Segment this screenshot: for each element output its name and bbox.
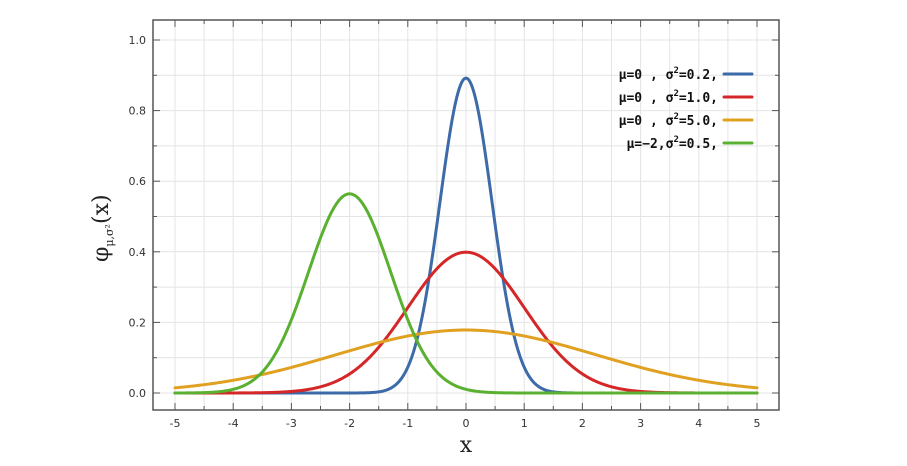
legend-label-tail: =0.2, [679, 68, 718, 83]
x-tick-label: 4 [695, 417, 702, 430]
x-tick-label: 2 [579, 417, 586, 430]
legend-entry-label: μ=0 , σ2=0.2, [619, 66, 718, 83]
legend: μ=0 , σ2=0.2,μ=0 , σ2=1.0,μ=0 , σ2=5.0,μ… [619, 66, 754, 152]
y-axis-label-text: φμ,σ²(x) [89, 194, 116, 262]
y-tick-label: 0.4 [129, 246, 147, 259]
y-tick-label: 1.0 [129, 34, 147, 47]
y-axis-label-subscript: μ,σ² [103, 224, 116, 247]
x-tick-label: 5 [754, 417, 761, 430]
x-tick-label: -2 [344, 417, 355, 430]
legend-entry-label: μ=−2,σ2=0.5, [626, 135, 718, 152]
y-axis-label-main: φ [89, 247, 114, 262]
legend-label-main: μ=0 , σ [619, 68, 674, 83]
legend-entry-label: μ=0 , σ2=5.0, [619, 112, 718, 129]
curves [173, 76, 759, 395]
legend-entry-label: μ=0 , σ2=1.0, [619, 89, 718, 106]
x-tick-label: 1 [521, 417, 528, 430]
legend-label-superscript: 2 [673, 66, 678, 76]
legend-label-main: μ=−2,σ [626, 137, 673, 152]
x-tick-label: -1 [402, 417, 413, 430]
ticks [153, 20, 779, 410]
y-axis-label-argument: (x) [89, 194, 114, 224]
y-tick-label: 0.6 [129, 175, 147, 188]
legend-label-main: μ=0 , σ [619, 91, 674, 106]
legend-label-tail: =1.0, [679, 91, 718, 106]
series-curve-4 [173, 192, 759, 395]
y-tick-label: 0.0 [129, 387, 147, 400]
series-curve-3 [173, 328, 759, 390]
x-tick-label: -3 [286, 417, 297, 430]
legend-label-tail: =5.0, [679, 114, 718, 129]
legend-label-superscript: 2 [673, 89, 678, 99]
legend-label-superscript: 2 [673, 112, 678, 122]
y-tick-label: 0.8 [129, 105, 147, 118]
y-tick-labels: 0.0 0.2 0.4 0.6 0.8 1.0 [129, 34, 147, 400]
x-axis-label: x [460, 433, 473, 458]
x-tick-label: -4 [228, 417, 239, 430]
legend-label-superscript: 2 [673, 135, 678, 145]
y-axis-label: φμ,σ²(x) [89, 194, 116, 262]
legend-label-tail: =0.5, [679, 137, 718, 152]
x-tick-label: 0 [463, 417, 470, 430]
x-tick-label: -5 [170, 417, 181, 430]
x-tick-label: 3 [637, 417, 644, 430]
legend-label-main: μ=0 , σ [619, 114, 674, 129]
x-tick-labels: -5 -4 -3 -2 -1 0 1 2 3 4 5 [170, 417, 761, 430]
y-tick-label: 0.2 [129, 316, 147, 329]
